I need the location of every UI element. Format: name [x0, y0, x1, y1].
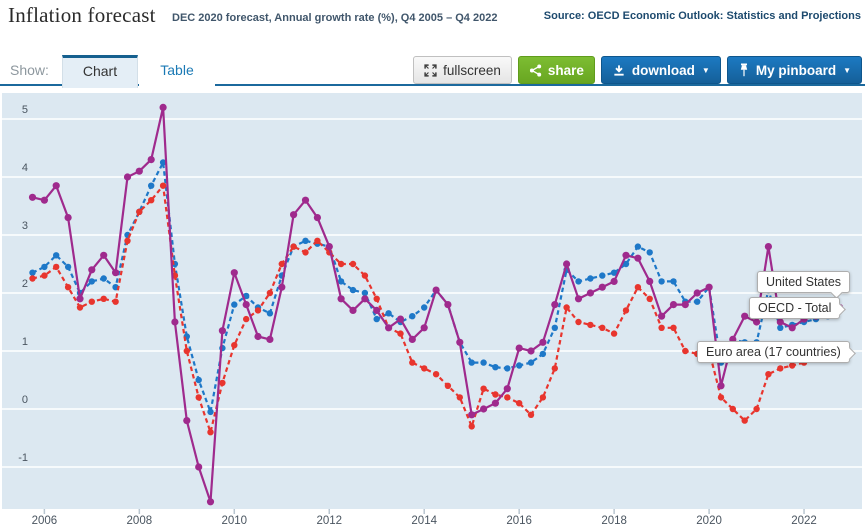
page-title: Inflation forecast: [8, 3, 156, 27]
fullscreen-label: fullscreen: [443, 62, 501, 78]
svg-text:2016: 2016: [506, 515, 532, 527]
svg-text:2020: 2020: [696, 515, 722, 527]
download-label: download: [631, 62, 695, 78]
svg-text:3: 3: [22, 220, 28, 232]
tooltip-euro-area: Euro area (17 countries): [697, 341, 850, 363]
share-icon: [529, 63, 542, 77]
svg-text:2006: 2006: [32, 515, 58, 527]
svg-text:2022: 2022: [791, 515, 817, 527]
svg-text:2010: 2010: [221, 515, 247, 527]
toolbar: Show: Chart Table fullscreen share downl…: [0, 55, 865, 88]
svg-text:1: 1: [22, 336, 28, 348]
svg-text:4: 4: [22, 162, 28, 174]
tooltip-oecd-total: OECD - Total: [749, 297, 841, 319]
svg-text:2018: 2018: [601, 515, 627, 527]
download-icon: [614, 64, 624, 76]
source-label: Source: OECD Economic Outlook: Statistic…: [543, 10, 861, 22]
toolbar-buttons: fullscreen share download ▼ My pinboar: [407, 56, 862, 84]
svg-text:5: 5: [22, 104, 28, 116]
tab-table[interactable]: Table: [139, 55, 215, 88]
pinboard-caret-icon: ▼: [843, 65, 851, 75]
tab-chart[interactable]: Chart: [62, 55, 138, 88]
chart-subtitle: DEC 2020 forecast, Annual growth rate (%…: [172, 12, 498, 24]
pinboard-label: My pinboard: [755, 62, 837, 78]
share-button[interactable]: share: [517, 56, 595, 84]
download-button[interactable]: download ▼: [600, 56, 721, 84]
svg-text:2: 2: [22, 278, 28, 290]
fullscreen-button[interactable]: fullscreen: [413, 56, 512, 84]
my-pinboard-button[interactable]: My pinboard ▼: [726, 56, 862, 84]
fullscreen-icon: [424, 63, 437, 77]
tooltip-united-states: United States: [757, 271, 851, 293]
show-label: Show:: [10, 62, 49, 78]
download-caret-icon: ▼: [701, 65, 710, 75]
svg-text:-1: -1: [18, 452, 28, 464]
svg-text:2008: 2008: [127, 515, 153, 527]
pin-icon: [740, 63, 748, 77]
svg-text:0: 0: [22, 394, 28, 406]
share-label: share: [547, 62, 584, 78]
svg-text:2012: 2012: [316, 515, 342, 527]
chart-header: Inflation forecast DEC 2020 forecast, An…: [0, 0, 865, 50]
svg-text:2014: 2014: [411, 515, 437, 527]
